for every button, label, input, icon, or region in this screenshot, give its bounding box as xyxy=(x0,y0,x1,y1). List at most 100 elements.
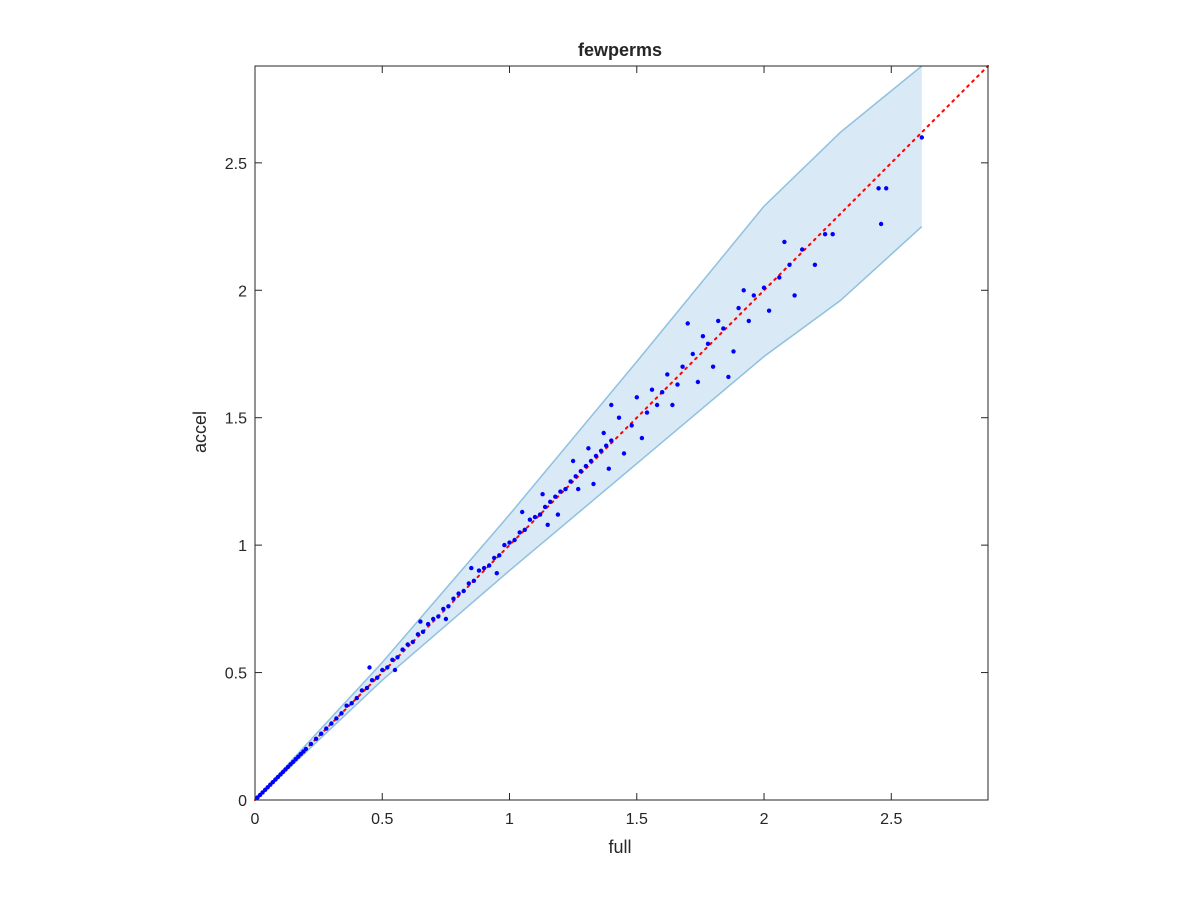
y-tick-label: 1 xyxy=(238,538,247,555)
data-point xyxy=(385,665,390,670)
reference-line-layer xyxy=(254,65,989,801)
x-tick-label: 0 xyxy=(251,811,260,828)
data-point xyxy=(471,578,477,583)
data-point xyxy=(367,665,372,670)
data-point xyxy=(324,726,329,731)
x-tick-label: 2.5 xyxy=(880,811,902,828)
data-point xyxy=(420,629,426,634)
data-point xyxy=(649,387,655,392)
confidence-band-fill xyxy=(255,66,922,800)
data-point xyxy=(334,716,339,721)
data-point xyxy=(601,430,606,436)
data-point xyxy=(359,688,365,693)
data-point xyxy=(436,614,441,619)
data-points-layer xyxy=(255,135,924,800)
data-point xyxy=(369,678,375,683)
data-point xyxy=(405,642,410,647)
data-point xyxy=(451,596,456,601)
data-point xyxy=(494,571,499,576)
data-point xyxy=(443,616,449,622)
data-point xyxy=(621,451,627,456)
x-tick-label: 2 xyxy=(760,811,769,828)
data-point xyxy=(588,458,594,464)
data-point xyxy=(497,553,502,558)
data-point xyxy=(461,588,466,594)
data-point xyxy=(721,326,726,331)
data-point xyxy=(685,321,690,326)
data-point xyxy=(751,293,756,298)
data-point xyxy=(542,504,548,510)
data-point xyxy=(919,135,924,140)
data-point xyxy=(766,308,772,313)
data-point xyxy=(675,382,680,387)
data-point xyxy=(319,731,324,736)
data-point xyxy=(410,639,415,645)
data-point xyxy=(670,402,675,408)
data-point xyxy=(400,647,405,652)
reference-line xyxy=(254,65,989,801)
data-point xyxy=(339,711,344,716)
data-point xyxy=(563,486,568,492)
x-tick-label: 0.5 xyxy=(371,811,393,828)
data-point xyxy=(812,262,818,267)
y-tick-label: 0.5 xyxy=(225,666,247,683)
data-point xyxy=(364,685,370,691)
data-point xyxy=(520,509,525,515)
data-point xyxy=(466,581,471,586)
x-axis-label: full xyxy=(608,837,631,857)
data-point xyxy=(598,448,604,453)
data-point xyxy=(593,453,599,459)
data-point xyxy=(548,499,553,504)
data-point xyxy=(349,701,354,706)
y-tick-label: 0 xyxy=(238,793,247,810)
data-point xyxy=(415,632,421,637)
y-tick-label: 1.5 xyxy=(225,411,247,428)
data-point xyxy=(570,458,576,464)
data-point xyxy=(695,379,701,385)
data-point xyxy=(558,489,563,494)
data-point xyxy=(375,675,380,680)
data-point xyxy=(502,542,507,548)
data-point xyxy=(741,288,746,293)
data-point xyxy=(390,657,395,662)
data-point xyxy=(876,186,881,191)
data-point xyxy=(616,415,622,420)
data-point xyxy=(487,563,492,568)
data-point xyxy=(527,517,533,522)
data-point xyxy=(583,463,589,469)
y-axis-label: accel xyxy=(190,411,210,453)
band-lower-edge xyxy=(254,226,923,801)
data-point xyxy=(639,435,645,441)
data-point xyxy=(782,239,787,245)
data-point xyxy=(380,667,385,673)
data-point xyxy=(517,530,522,535)
data-point xyxy=(586,446,591,451)
data-point xyxy=(761,285,767,290)
data-point xyxy=(731,349,736,354)
data-point xyxy=(507,540,512,545)
data-point xyxy=(441,606,446,612)
data-point xyxy=(634,395,639,400)
plot-frame xyxy=(254,65,989,801)
data-point xyxy=(568,479,573,484)
data-point xyxy=(418,619,423,624)
data-point xyxy=(532,514,538,520)
data-point xyxy=(456,591,461,596)
data-point xyxy=(303,746,309,752)
x-tick-label: 1.5 xyxy=(626,811,648,828)
data-point xyxy=(308,741,314,747)
data-point xyxy=(604,443,609,448)
data-point xyxy=(481,565,487,571)
data-point xyxy=(710,364,716,369)
data-point xyxy=(540,492,545,497)
data-point xyxy=(787,262,792,267)
data-point xyxy=(392,667,398,673)
data-point xyxy=(705,341,711,346)
data-point xyxy=(431,616,436,622)
data-point xyxy=(492,555,497,561)
data-point xyxy=(665,372,670,377)
data-point xyxy=(726,374,731,380)
data-point xyxy=(830,232,835,237)
